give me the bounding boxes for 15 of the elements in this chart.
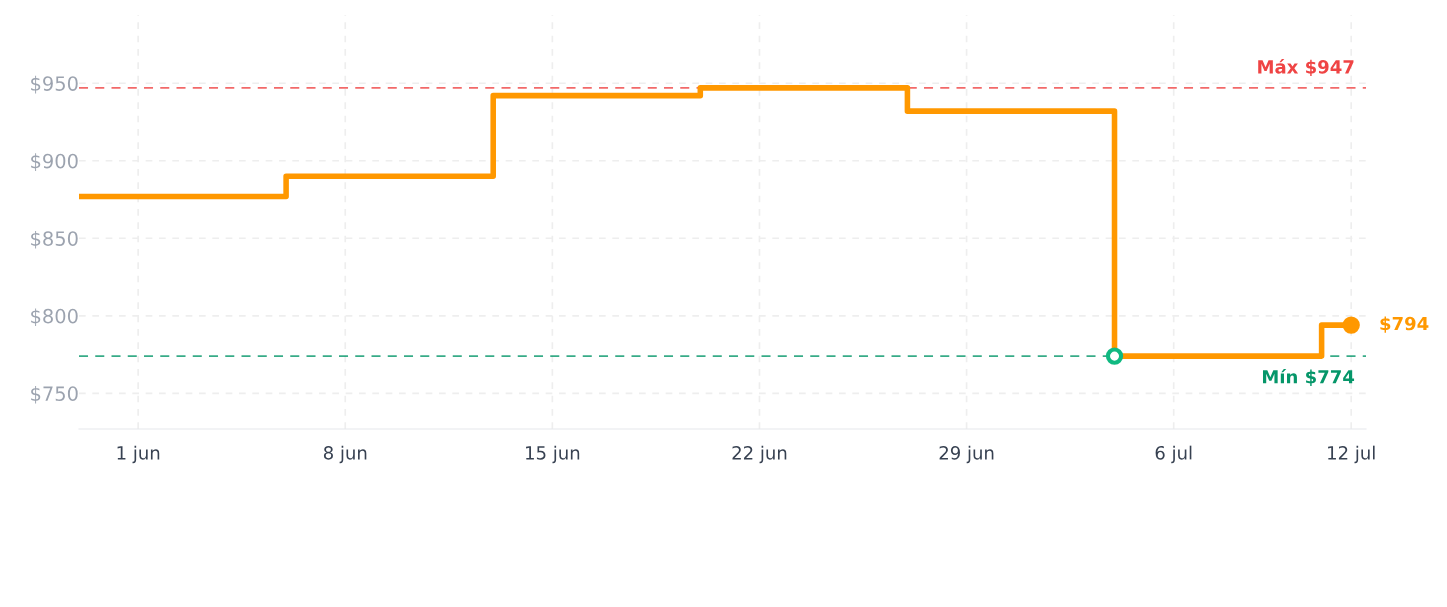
x-tick-label: 8 jun xyxy=(323,445,367,464)
ref-line-label: Máx $947 xyxy=(1258,58,1354,77)
y-tick-label: $950 xyxy=(31,75,78,94)
x-tick-label: 22 jun xyxy=(732,445,787,464)
x-tick-label: 1 jun xyxy=(117,445,160,464)
annotation: $794 xyxy=(1380,316,1429,333)
y-tick-label: $900 xyxy=(31,153,78,171)
y-tick-label: $850 xyxy=(31,230,78,249)
y-tick-label: $750 xyxy=(31,385,78,404)
ref-line-label: Mín $774 xyxy=(1263,368,1355,386)
x-tick-label: 6 jul xyxy=(1155,445,1192,464)
x-tick-label: 15 jun xyxy=(526,445,580,464)
y-tick-label: $800 xyxy=(31,308,78,327)
x-tick-label: 29 jun xyxy=(939,445,994,464)
x-tick-label: 12 jul xyxy=(1328,445,1375,464)
